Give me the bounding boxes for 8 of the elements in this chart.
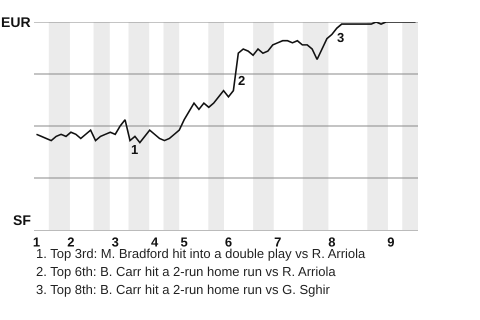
annotation: 1 <box>131 142 138 157</box>
text: EUR <box>1 14 31 30</box>
annotation: 2 <box>238 73 246 88</box>
x-tick-label: 9 <box>387 234 395 250</box>
text: SF <box>13 212 32 228</box>
text: 3. Top 8th: B. Carr hit a 2-run home run vs G. Sghir <box>36 282 331 297</box>
annotation: 3 <box>337 30 344 45</box>
text: 2. Top 6th: B. Carr hit a 2-run home run vs R. Arriola <box>36 264 336 279</box>
